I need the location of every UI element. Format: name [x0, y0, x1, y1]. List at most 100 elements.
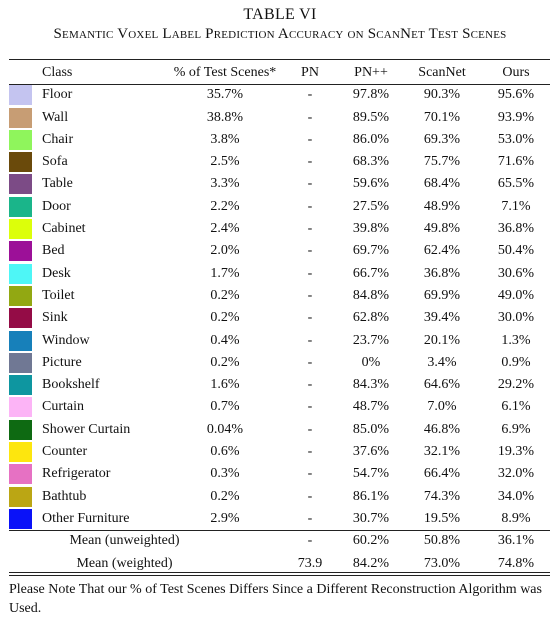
pct-value: 3.8% — [210, 131, 240, 147]
scannet-value: 69.9% — [423, 287, 461, 303]
pn-value: - — [307, 154, 313, 170]
color-swatch — [9, 129, 32, 150]
class-name: Wall — [42, 109, 69, 125]
scannet-value: 3.4% — [427, 354, 457, 370]
color-swatch-cell — [9, 486, 42, 508]
summary-label: Mean (unweighted) — [69, 533, 180, 549]
color-swatch-cell — [9, 285, 42, 307]
table-row: Sink 0.2% - 62.8% 39.4% 30.0% — [9, 307, 550, 329]
scannet-value: 46.8% — [423, 421, 461, 437]
color-swatch — [9, 508, 32, 529]
color-swatch — [9, 442, 32, 463]
color-swatch — [9, 85, 32, 106]
table-row: Bookshelf 1.6% - 84.3% 64.6% 29.2% — [9, 374, 550, 396]
table-number: TABLE VI — [243, 6, 317, 23]
header-class: Class — [42, 65, 73, 80]
table-row: Refrigerator 0.3% - 54.7% 66.4% 32.0% — [9, 463, 550, 485]
color-swatch — [9, 330, 32, 351]
ours-value: 6.9% — [501, 421, 531, 437]
class-name: Bookshelf — [42, 377, 100, 393]
class-name: Window — [42, 332, 90, 348]
scannet-value: 69.3% — [423, 131, 461, 147]
scannet-value: 20.1% — [423, 332, 461, 348]
table-row: Bathtub 0.2% - 86.1% 74.3% 34.0% — [9, 486, 550, 508]
pnpp-value: 84.8% — [352, 287, 390, 303]
ours-value: 19.3% — [497, 444, 535, 460]
pnpp-value: 27.5% — [352, 198, 390, 214]
ours-value: 30.0% — [497, 310, 535, 326]
color-swatch-cell — [9, 240, 42, 262]
scannet-value: 39.4% — [423, 310, 461, 326]
pnpp-value: 48.7% — [352, 399, 390, 415]
color-swatch — [9, 308, 32, 329]
pnpp-value: 59.6% — [352, 176, 390, 192]
scannet-value: 36.8% — [423, 265, 461, 281]
summary-ours-value: 74.8% — [497, 555, 535, 571]
scannet-value: 32.1% — [423, 444, 461, 460]
class-name: Cabinet — [42, 221, 86, 237]
pn-value: - — [307, 198, 313, 214]
color-swatch-cell — [9, 463, 42, 485]
class-name: Curtain — [42, 399, 84, 415]
summary-row: Mean (weighted) 73.9 84.2% 73.0% 74.8% — [9, 553, 550, 575]
ours-value: 29.2% — [497, 377, 535, 393]
color-swatch-cell — [9, 508, 42, 530]
scannet-value: 48.9% — [423, 198, 461, 214]
top-rule — [9, 59, 550, 60]
pct-value: 0.2% — [210, 488, 240, 504]
table-row: Desk 1.7% - 66.7% 36.8% 30.6% — [9, 263, 550, 285]
summary-pnpp-value: 84.2% — [352, 555, 390, 571]
class-name: Refrigerator — [42, 466, 111, 482]
summary-rule — [9, 530, 550, 531]
table-row: Window 0.4% - 23.7% 20.1% 1.3% — [9, 330, 550, 352]
class-name: Toilet — [42, 287, 75, 303]
color-swatch-cell — [9, 396, 42, 418]
pn-value: - — [307, 399, 313, 415]
color-swatch-cell — [9, 129, 42, 151]
color-swatch — [9, 152, 32, 173]
pn-value: - — [307, 444, 313, 460]
pct-value: 2.4% — [210, 221, 240, 237]
pn-value: - — [307, 109, 313, 125]
table-note: Please Note That our % of Test Scenes Di… — [9, 582, 542, 616]
pnpp-value: 89.5% — [352, 109, 390, 125]
pct-value: 0.2% — [210, 310, 240, 326]
class-name: Floor — [42, 87, 73, 103]
color-swatch — [9, 196, 32, 217]
pn-value: - — [307, 176, 313, 192]
pnpp-value: 54.7% — [352, 466, 390, 482]
class-name: Door — [42, 198, 71, 214]
scannet-value: 7.0% — [427, 399, 457, 415]
pn-value: - — [307, 421, 313, 437]
pnpp-value: 23.7% — [352, 332, 390, 348]
pct-value: 38.8% — [206, 109, 244, 125]
pnpp-value: 62.8% — [352, 310, 390, 326]
ours-value: 30.6% — [497, 265, 535, 281]
results-table: Class % of Test Scenes* PN PN++ ScanNet … — [9, 62, 550, 575]
table-row: Table 3.3% - 59.6% 68.4% 65.5% — [9, 173, 550, 195]
scannet-value: 19.5% — [423, 510, 461, 526]
pnpp-value: 97.8% — [352, 87, 390, 103]
ours-value: 65.5% — [497, 176, 535, 192]
ours-value: 34.0% — [497, 488, 535, 504]
color-swatch — [9, 397, 32, 418]
ours-value: 71.6% — [497, 154, 535, 170]
color-swatch — [9, 375, 32, 396]
scannet-value: 68.4% — [423, 176, 461, 192]
color-swatch-cell — [9, 441, 42, 463]
pct-value: 2.5% — [210, 154, 240, 170]
table-row: Shower Curtain 0.04% - 85.0% 46.8% 6.9% — [9, 419, 550, 441]
ours-value: 50.4% — [497, 243, 535, 259]
color-swatch — [9, 107, 32, 128]
ours-value: 1.3% — [501, 332, 531, 348]
pn-value: - — [307, 332, 313, 348]
pnpp-value: 0% — [361, 354, 381, 370]
pnpp-value: 86.1% — [352, 488, 390, 504]
pct-value: 3.3% — [210, 176, 240, 192]
class-name: Chair — [42, 131, 74, 147]
swatch-header — [9, 62, 42, 84]
color-swatch-cell — [9, 173, 42, 195]
color-swatch — [9, 174, 32, 195]
pct-value: 0.4% — [210, 332, 240, 348]
header-scannet: ScanNet — [418, 65, 466, 80]
